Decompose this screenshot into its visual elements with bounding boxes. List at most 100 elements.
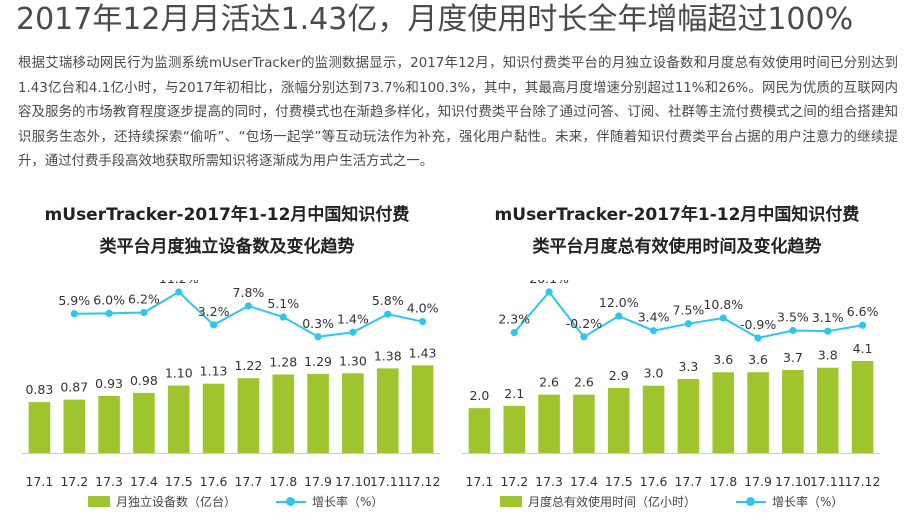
growth-point (580, 333, 588, 341)
growth-label: 0.3% (302, 316, 334, 331)
growth-label: 3.2% (198, 304, 230, 319)
growth-label: 6.2% (128, 292, 160, 307)
x-tick-label: 17.12 (845, 474, 881, 489)
growth-point (384, 310, 392, 318)
growth-point (858, 321, 867, 329)
bar-value-label: 0.87 (60, 380, 88, 395)
bar (538, 394, 560, 453)
left-chart: 0.83 17.1 0.87 17.2 0.93 17.3 0.98 17.4 1.10 17.5… (22, 280, 440, 489)
bar-value-label: 3.6 (713, 352, 733, 367)
bar-value-label: 2.6 (574, 375, 594, 390)
legend-bar-label: 月独立设备数（亿台） (116, 494, 237, 509)
growth-label: 4.0% (407, 301, 439, 316)
bar-value-label: 1.29 (304, 354, 332, 369)
bar (307, 373, 329, 453)
growth-point (789, 326, 797, 335)
growth-label: 3.1% (812, 310, 844, 325)
growth-label: 5.9% (58, 293, 90, 308)
growth-label: 6.6% (847, 304, 879, 319)
bar (63, 399, 86, 453)
legend-bar-swatch (88, 495, 110, 507)
growth-point (140, 308, 148, 317)
bar-value-label: 3.3 (678, 359, 698, 374)
bar-value-label: 0.83 (25, 382, 53, 397)
right-chart-title-line1: mUserTracker-2017年1-12月中国知识付费 (494, 205, 860, 225)
bar-value-label: 1.22 (234, 358, 262, 373)
growth-label: 7.5% (673, 303, 705, 318)
growth-label: 3.4% (638, 310, 670, 325)
growth-point (418, 317, 427, 326)
bar (677, 378, 700, 453)
growth-label: 6.0% (93, 292, 125, 307)
x-tick-label: 17.11 (370, 474, 406, 489)
growth-label: 3.5% (777, 310, 809, 325)
growth-label: 11.2% (159, 280, 199, 286)
x-tick-label: 17.10 (335, 474, 371, 489)
growth-point (719, 314, 727, 322)
right-chart-title-line2: 类平台月度总有效使用时间及变化趋势 (532, 237, 822, 257)
growth-point (70, 310, 78, 318)
bar (607, 387, 630, 453)
bar (342, 373, 364, 453)
bar-value-label: 4.1 (853, 341, 873, 356)
bar (816, 367, 839, 453)
growth-point (649, 327, 658, 335)
bar-value-label: 3.8 (818, 348, 838, 363)
bar (167, 385, 190, 453)
left-chart-title-line1: mUserTracker-2017年1-12月中国知识付费 (44, 205, 410, 225)
legend-line-swatch (736, 496, 767, 507)
bar-value-label: 2.6 (539, 375, 559, 390)
x-tick-label: 17.1 (465, 474, 493, 489)
x-tick-label: 17.2 (60, 474, 88, 489)
growth-label: 5.8% (372, 293, 404, 308)
x-tick-label: 17.5 (165, 474, 193, 489)
growth-label: 5.1% (267, 296, 299, 311)
bar (851, 361, 874, 453)
legend-line-label: 增长率（%） (772, 494, 844, 509)
growth-point (615, 312, 623, 320)
x-tick-label: 17.6 (640, 474, 668, 489)
growth-point (314, 333, 322, 341)
right-chart-legend: 月度总有效使用时间（亿小时） 增长率（%） (500, 492, 843, 510)
growth-label: 12.0% (599, 295, 639, 310)
bar-value-label: 2.1 (504, 386, 524, 401)
growth-label: 2.3% (498, 312, 530, 327)
bar (712, 372, 735, 453)
bar (573, 394, 595, 453)
bar (28, 402, 51, 453)
bar (642, 385, 665, 453)
bar (237, 378, 260, 453)
bar (782, 369, 804, 453)
bar-value-label: 0.93 (95, 376, 123, 391)
bar-value-label: 3.0 (644, 366, 664, 381)
x-tick-label: 17.11 (810, 474, 846, 489)
x-tick-label: 17.3 (95, 474, 123, 489)
growth-label: 10.8% (703, 297, 743, 312)
bar (202, 383, 225, 453)
bar (503, 405, 526, 453)
bar-value-label: 3.6 (748, 352, 768, 367)
growth-point (684, 320, 693, 328)
bar (272, 374, 295, 453)
x-tick-label: 17.9 (744, 474, 772, 489)
growth-point (754, 334, 762, 342)
x-tick-label: 17.5 (605, 474, 633, 489)
bar-value-label: 1.38 (374, 348, 402, 363)
bar-value-label: 1.43 (409, 345, 437, 360)
bar (411, 365, 434, 453)
x-tick-label: 17.8 (709, 474, 737, 489)
bar-value-label: 1.30 (339, 353, 367, 368)
bar (747, 372, 769, 453)
page-title: 2017年12月月活达1.43亿，月度使用时长全年增幅超过100% (16, 2, 854, 37)
intro-paragraph: 根据艾瑞移动网民行为监测系统mUserTracker的监测数据显示，2017年1… (18, 56, 898, 169)
bar-value-label: 0.98 (130, 373, 158, 388)
growth-point (105, 309, 113, 317)
bar-value-label: 1.10 (165, 366, 193, 381)
bar-value-label: 2.0 (469, 388, 489, 403)
x-tick-label: 17.3 (535, 474, 563, 489)
left-chart-legend: 月独立设备数（亿台） 增长率（%） (88, 492, 383, 510)
growth-point (349, 328, 357, 336)
bar-value-label: 2.9 (609, 368, 629, 383)
growth-label: -0.2% (566, 316, 602, 331)
bar-value-label: 3.7 (783, 350, 803, 365)
